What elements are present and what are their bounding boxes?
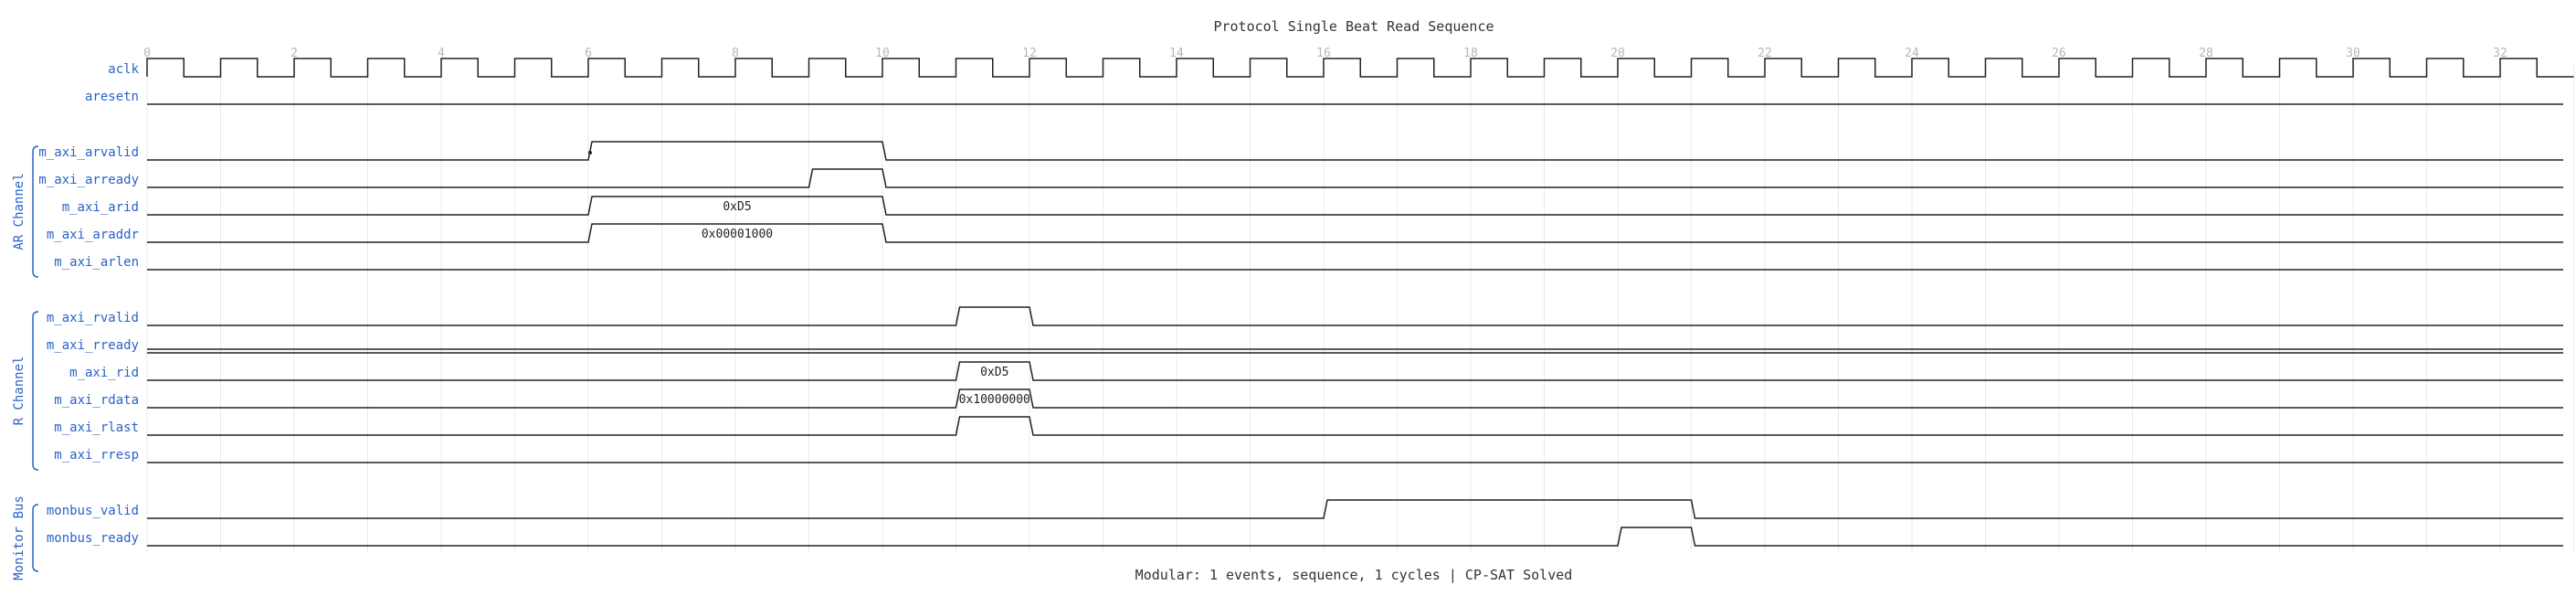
tick-label: 24: [1905, 47, 1919, 60]
signal-label-m-axi-arid: m_axi_arid: [62, 200, 139, 215]
group-bracket-monitor-bus: [32, 504, 39, 572]
tick-label: 32: [2493, 47, 2507, 60]
waveform-m-axi-rlast: [147, 416, 2563, 436]
bus-value-label: 0xD5: [980, 366, 1008, 379]
bus-value-label: 0x00001000: [702, 228, 773, 241]
tick-label: 20: [1610, 47, 1625, 60]
waveform-m-axi-arid: [147, 196, 2563, 216]
waveform-monbus-valid: [147, 499, 2563, 519]
cycle-axis: 0 2 4 6 8 10 12 14 16 18 20 22 24 26 28 30 32: [143, 47, 2507, 60]
group-label-monitor-bus: Monitor Bus: [12, 495, 26, 580]
waveform-aclk: [146, 58, 2574, 78]
tick-label: 26: [2052, 47, 2066, 60]
waveform-m-axi-rdata: [147, 388, 2563, 409]
signal-label-m-axi-arready: m_axi_arready: [38, 173, 139, 187]
waveforms: 0xD5 0x00001000 0xD5 0x10000000: [146, 58, 2574, 547]
signal-label-m-axi-rid: m_axi_rid: [69, 366, 139, 380]
tick-label: 14: [1169, 47, 1184, 60]
bus-value-label: 0xD5: [723, 200, 751, 214]
bus-value-label: 0x10000000: [959, 393, 1030, 407]
tick-label: 16: [1316, 47, 1331, 60]
signal-label-m-axi-rdata: m_axi_rdata: [54, 393, 139, 408]
signal-label-m-axi-arlen: m_axi_arlen: [54, 255, 139, 270]
group-bracket-ar-channel: [32, 145, 39, 278]
signal-label-monbus-valid: monbus_valid: [47, 504, 139, 518]
waveform-m-axi-arvalid: [147, 141, 2563, 161]
signal-label-m-axi-rresp: m_axi_rresp: [54, 448, 139, 463]
waveform-m-axi-araddr: [147, 223, 2563, 243]
tick-label: 8: [732, 47, 739, 60]
diagram-footer: Modular: 1 events, sequence, 1 cycles | …: [1135, 567, 1573, 583]
waveform-m-axi-rready: [147, 348, 2563, 354]
signal-labels: aclk aresetn m_axi_arvalid m_axi_arready m_a…: [38, 62, 139, 546]
signal-label-m-axi-rvalid: m_axi_rvalid: [47, 311, 139, 325]
tick-label: 18: [1463, 47, 1478, 60]
tick-label: 22: [1758, 47, 1772, 60]
waveform-m-axi-arready: [147, 168, 2563, 188]
signal-label-m-axi-rlast: m_axi_rlast: [54, 420, 139, 435]
tick-label: 2: [290, 47, 298, 60]
signal-label-aclk: aclk: [108, 62, 139, 77]
group-label-r-channel: R Channel: [12, 357, 26, 426]
tick-label: 0: [143, 47, 151, 60]
signal-label-m-axi-rready: m_axi_rready: [47, 338, 139, 353]
signal-label-aresetn: aresetn: [85, 90, 139, 104]
signal-groups: AR Channel R Channel Monitor Bus: [12, 145, 39, 580]
tick-label: 6: [585, 47, 592, 60]
tick-label: 30: [2346, 47, 2360, 60]
tick-label: 12: [1022, 47, 1037, 60]
waveform-m-axi-rid: [147, 361, 2563, 381]
diagram-title: Protocol Single Beat Read Sequence: [1213, 18, 1494, 35]
signal-label-monbus-ready: monbus_ready: [47, 531, 139, 546]
tick-label: 4: [438, 47, 445, 60]
event-marker: [588, 151, 592, 154]
tick-label: 28: [2199, 47, 2213, 60]
grid-lines: [146, 62, 2574, 552]
waveform-monbus-ready: [147, 527, 2563, 547]
tick-label: 10: [875, 47, 890, 60]
signal-label-m-axi-araddr: m_axi_araddr: [47, 228, 139, 242]
waveform-m-axi-rvalid: [147, 306, 2563, 326]
group-label-ar-channel: AR Channel: [12, 173, 26, 250]
signal-label-m-axi-arvalid: m_axi_arvalid: [38, 145, 139, 160]
group-bracket-r-channel: [32, 311, 39, 471]
